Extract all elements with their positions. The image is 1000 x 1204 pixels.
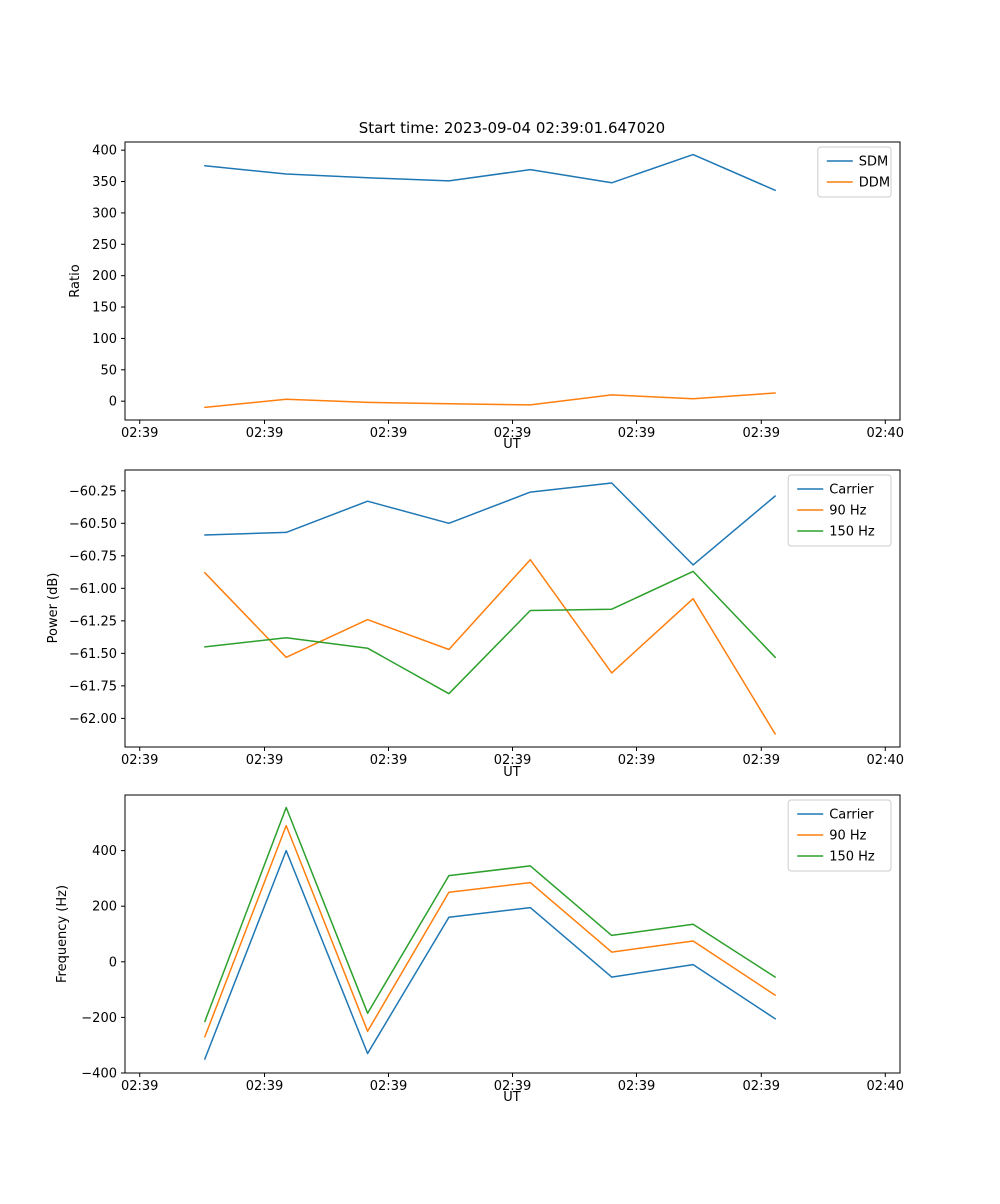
series-line-sdm [204, 153, 776, 192]
y-tick-label: 400 [92, 144, 117, 159]
y-tick-label: −60.75 [69, 549, 117, 564]
x-tick-label: 02:39 [494, 426, 531, 441]
y-tick-label: 400 [92, 844, 117, 859]
legend-label: DDM [859, 176, 890, 191]
xlabel-frequency: UT [503, 1090, 521, 1105]
y-tick-label: −200 [81, 1011, 117, 1026]
x-tick-label: 02:39 [370, 1079, 407, 1094]
ylabel-power: Power (dB) [46, 573, 61, 644]
x-tick-label: 02:39 [370, 426, 407, 441]
series-line-ddm [204, 392, 776, 409]
y-tick-label: −61.00 [69, 582, 117, 597]
x-tick-label: 02:39 [618, 1079, 655, 1094]
x-tick-label: 02:39 [618, 753, 655, 768]
y-tick-label: −62.00 [69, 712, 117, 727]
series-line-carrier [204, 849, 776, 1060]
legend-label: 90 Hz [829, 504, 866, 519]
x-tick-label: 02:39 [494, 753, 531, 768]
x-tick-label: 02:39 [121, 426, 158, 441]
x-tick-label: 02:39 [618, 426, 655, 441]
xlabel-power: UT [503, 765, 521, 780]
ylabel-frequency: Frequency (Hz) [55, 885, 70, 983]
legend-box [787, 799, 892, 872]
axes-spines [124, 141, 901, 421]
y-tick-label: 50 [100, 363, 117, 378]
legend-label: Carrier [829, 808, 874, 823]
x-tick-label: 02:39 [246, 753, 283, 768]
y-tick-label: 200 [92, 269, 117, 284]
xlabel-ratio: UT [503, 437, 521, 452]
legend-label: SDM [859, 155, 888, 170]
y-tick-label: −61.75 [69, 679, 117, 694]
x-tick-label: 02:39 [121, 753, 158, 768]
legend-label: Carrier [829, 483, 874, 498]
y-tick-label: −60.50 [69, 517, 117, 532]
x-tick-label: 02:40 [867, 753, 904, 768]
x-tick-label: 02:40 [867, 1079, 904, 1094]
legend-label: 150 Hz [829, 850, 875, 865]
x-tick-label: 02:39 [743, 1079, 780, 1094]
x-tick-label: 02:39 [246, 426, 283, 441]
y-tick-label: 250 [92, 238, 117, 253]
x-tick-label: 02:39 [494, 1079, 531, 1094]
axes-frequency: −400 −200 0 200 400 02:39 02:39 02:39 02:39 02:39… [81, 794, 904, 1094]
x-tick-label: 02:39 [370, 753, 407, 768]
y-tick-label: 200 [92, 900, 117, 915]
series-line-90-hz [204, 824, 776, 1038]
y-tick-label: 150 [92, 301, 117, 316]
x-tick-label: 02:39 [121, 1079, 158, 1094]
y-tick-label: −61.50 [69, 647, 117, 662]
series-line-150-hz [204, 570, 776, 695]
axes-power: −62.00 −61.75 −61.50 −61.25 −61.00 −60.75 −60.… [69, 469, 904, 768]
x-tick-label: 02:40 [867, 426, 904, 441]
axes-spines [124, 469, 901, 748]
axes-spines [124, 794, 901, 1074]
ylabel-ratio: Ratio [68, 264, 83, 297]
x-tick-label: 02:39 [743, 426, 780, 441]
y-tick-label: 300 [92, 206, 117, 221]
legend-box [787, 474, 892, 547]
x-tick-label: 02:39 [743, 753, 780, 768]
legend-box [817, 146, 892, 198]
y-tick-label: 350 [92, 175, 117, 190]
y-tick-label: −61.25 [69, 614, 117, 629]
axes-ratio: 0 50 100 150 200 250 300 350 400 02:39 02:39 02:39 0… [92, 141, 904, 441]
y-tick-label: −400 [81, 1067, 117, 1082]
y-tick-label: −60.25 [69, 484, 117, 499]
y-tick-label: 0 [109, 955, 117, 970]
figure-title: Start time: 2023-09-04 02:39:01.647020 [359, 119, 665, 137]
series-line-90-hz [204, 558, 776, 735]
legend-label: 150 Hz [829, 525, 875, 540]
legend-label: 90 Hz [829, 829, 866, 844]
y-tick-label: 100 [92, 332, 117, 347]
series-line-150-hz [204, 806, 776, 1023]
series-line-carrier [204, 482, 776, 566]
x-tick-label: 02:39 [246, 1079, 283, 1094]
y-tick-label: 0 [109, 395, 117, 410]
